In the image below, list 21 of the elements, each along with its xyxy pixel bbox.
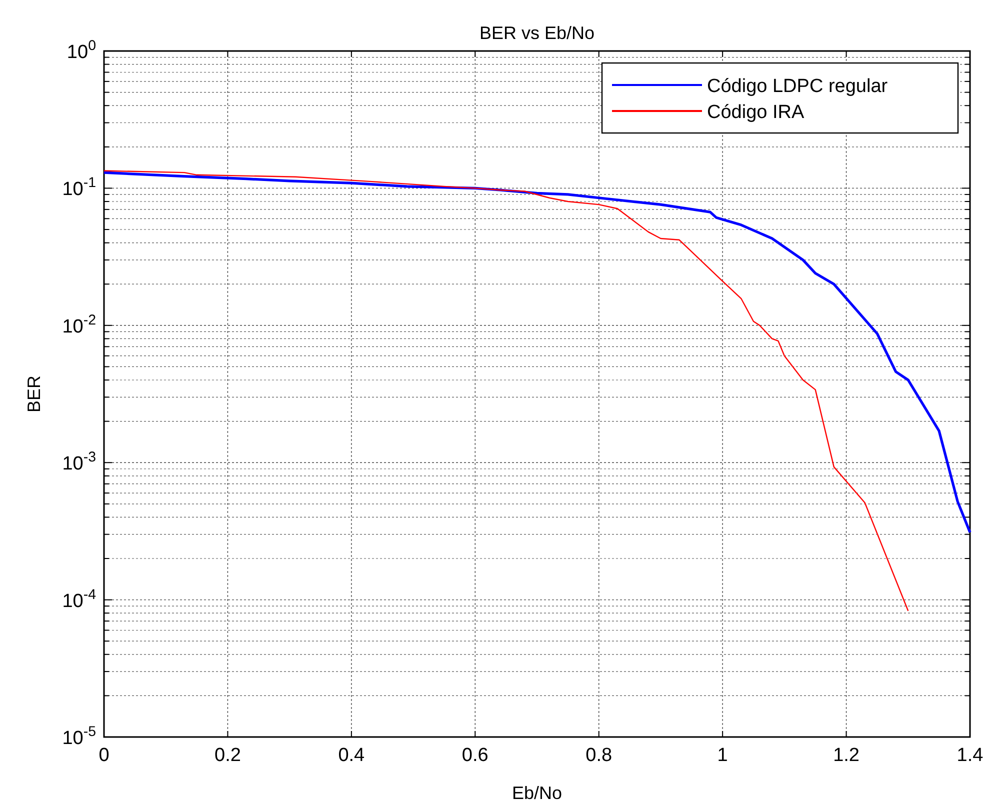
y-tick-label: 10$^{-1}$ [62, 175, 96, 200]
legend-label: Código LDPC regular [707, 76, 888, 97]
chart-title: BER vs Eb/No [479, 23, 595, 43]
y-tick-label: 10$^{-5}$ [62, 724, 96, 749]
line-series [102, 171, 972, 534]
x-tick-label: 0.8 [586, 745, 612, 766]
x-tick-label: 1.4 [956, 745, 984, 766]
x-tick-label: 1 [717, 745, 728, 766]
x-tick-label: 0.4 [338, 745, 366, 766]
x-tick-label: 1.2 [833, 745, 860, 766]
y-axis-title: BER [24, 375, 44, 413]
x-tick-label: 0 [98, 745, 110, 766]
y-tick-label: 10$^{-3}$ [62, 450, 96, 475]
legend-label: Código IRA [707, 102, 804, 123]
x-tick-label: 0.6 [462, 745, 488, 766]
line-series [103, 170, 909, 612]
y-tick-label: 10$^{-4}$ [62, 586, 96, 612]
y-tick-label: 10$^{-2}$ [62, 312, 96, 338]
y-tick-label: 10$^{0}$ [66, 38, 96, 63]
x-axis-title: Eb/No [512, 783, 562, 803]
x-tick-label: 0.2 [214, 745, 241, 766]
